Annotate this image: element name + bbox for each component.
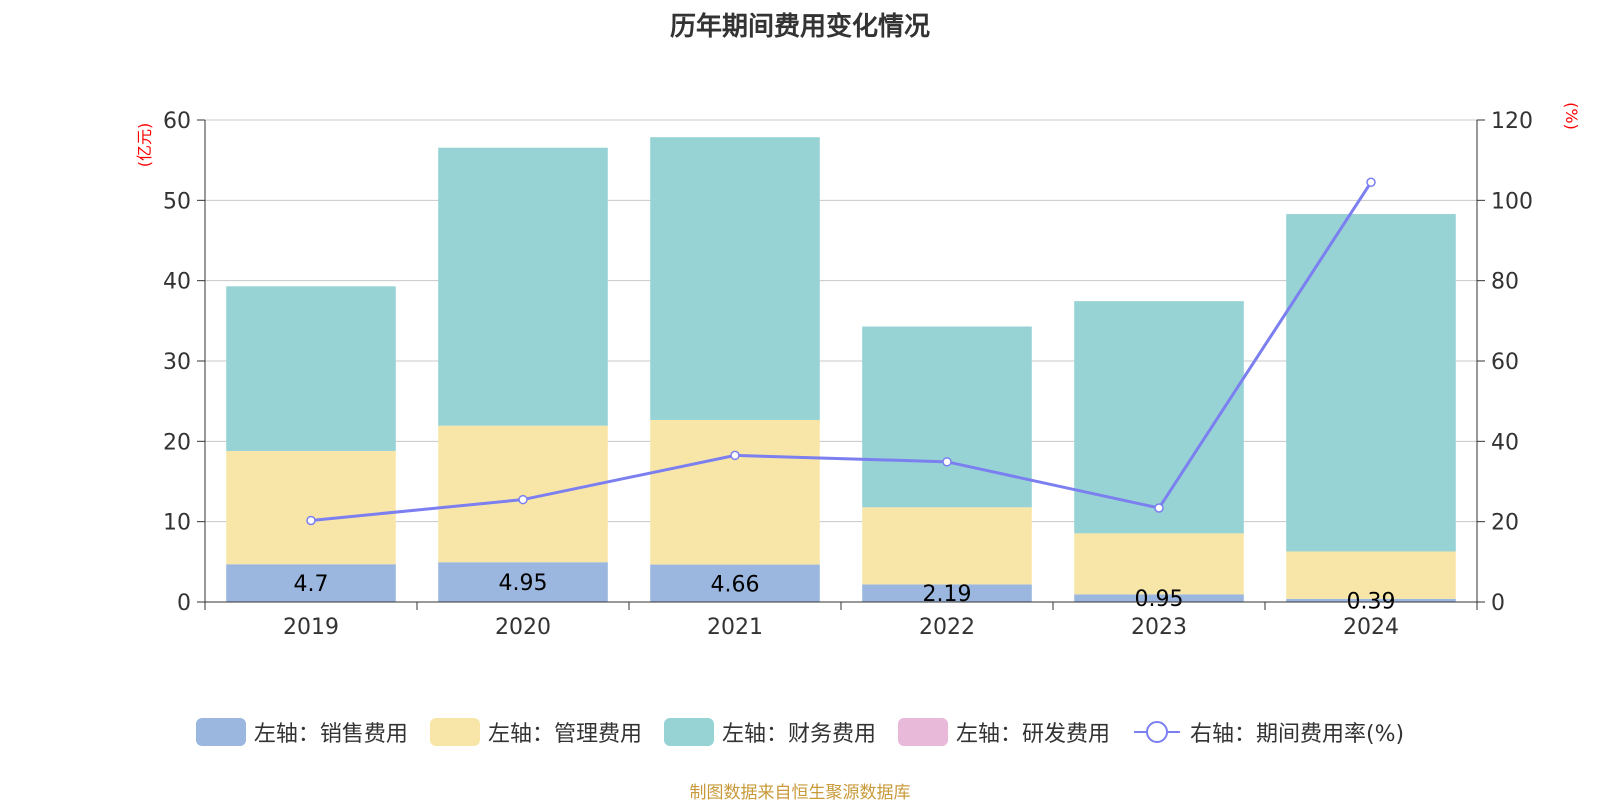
x-axis-tick-label: 2019 — [283, 615, 339, 640]
legend-label-finance: 左轴：财务费用 — [721, 722, 876, 747]
right-axis-tick-label: 20 — [1491, 511, 1519, 536]
right-axis-tick-label: 0 — [1491, 591, 1505, 616]
left-axis-tick-label: 30 — [163, 350, 191, 375]
rate-point — [1366, 177, 1376, 188]
bar-data-label: 4.66 — [711, 572, 760, 597]
rate-point — [306, 515, 316, 526]
left-axis-tick-label: 40 — [163, 270, 191, 295]
legend-label-admin: 左轴：管理费用 — [487, 722, 642, 747]
bar-data-label: 2.19 — [923, 582, 972, 607]
axis-layer: 0 10 20 30 40 50 60 0 20 40 60 80 100 120 2019 2020 2021… — [163, 109, 1533, 640]
bar-segment — [862, 507, 1032, 585]
rate-point — [1154, 503, 1164, 513]
legend-label-rnd: 左轴：研发费用 — [955, 722, 1110, 747]
x-axis-tick-label: 2024 — [1343, 615, 1399, 640]
rate-point — [730, 450, 740, 461]
rate-line — [310, 181, 1373, 522]
bar-layer — [226, 137, 1456, 602]
bar-segment — [650, 137, 820, 420]
chart-area: 4.7 4.95 4.66 2.19 0.95 0.39 0102030405060020… — [135, 102, 1581, 640]
right-axis-unit: (%) — [1562, 102, 1581, 130]
x-axis-tick-label: 2023 — [1131, 615, 1187, 640]
bar-segment — [438, 425, 608, 563]
right-axis-tick-label: 80 — [1491, 270, 1519, 295]
bar-data-label: 4.7 — [294, 572, 329, 597]
right-axis-tick-label: 100 — [1491, 189, 1533, 214]
bar-segment — [1286, 551, 1456, 599]
bar-segment — [226, 286, 396, 451]
x-axis-tick-label: 2021 — [707, 615, 763, 640]
left-axis-tick-label: 0 — [177, 591, 191, 616]
legend-swatch-admin — [429, 718, 480, 746]
bar-segment — [650, 419, 820, 565]
bar-segment — [226, 450, 396, 565]
left-axis-tick-label: 60 — [163, 109, 191, 134]
bar-segment — [1074, 594, 1244, 602]
bar-segment — [438, 562, 608, 602]
rate-point — [942, 457, 952, 467]
left-axis-tick-label: 20 — [163, 430, 191, 455]
legend-swatch-sales — [195, 718, 246, 746]
left-axis-unit: (亿元) — [135, 123, 154, 168]
bar-segment — [862, 584, 1032, 602]
legend-item-rate[interactable]: 右轴：期间费用率(%) — [1132, 716, 1404, 748]
legend-swatch-finance — [663, 718, 714, 746]
bar-data-label: 0.95 — [1135, 587, 1184, 612]
right-axis-tick-label: 60 — [1491, 350, 1519, 375]
bar-data-label: 4.95 — [499, 571, 548, 596]
bar-segment — [862, 326, 1032, 508]
legend-item-rnd[interactable]: 左轴：研发费用 — [897, 716, 1110, 748]
bar-segment — [438, 147, 608, 426]
bar-segment — [650, 564, 820, 602]
legend-label-sales: 左轴：销售费用 — [253, 722, 408, 747]
chart-title: 历年期间费用变化情况 — [669, 12, 930, 42]
x-axis-tick-label: 2020 — [495, 615, 551, 640]
right-axis-tick-label: 120 — [1491, 109, 1533, 134]
x-axis-tick-label: 2022 — [919, 615, 975, 640]
legend-item-finance[interactable]: 左轴：财务费用 — [663, 716, 876, 748]
rate-point — [518, 494, 528, 505]
left-axis-tick-label: 10 — [163, 511, 191, 536]
bar-segment — [1286, 214, 1456, 552]
legend-line-circle-icon — [1133, 721, 1180, 743]
legend: 左轴：销售费用 左轴：管理费用 左轴：财务费用 左轴：研发费用 右轴：期间费用率… — [0, 716, 1600, 748]
bar-segment — [226, 564, 396, 602]
legend-label-rate: 右轴：期间费用率(%) — [1189, 722, 1405, 747]
legend-item-sales[interactable]: 左轴：销售费用 — [195, 716, 408, 748]
data-source-note: 制图数据来自恒生聚源数据库 — [689, 783, 911, 803]
rate-line-layer — [306, 177, 1376, 526]
left-axis-tick-label: 50 — [163, 189, 191, 214]
legend-item-admin[interactable]: 左轴：管理费用 — [429, 716, 642, 748]
bar-segment — [1074, 533, 1244, 595]
bar-segment — [1286, 598, 1456, 602]
right-axis-tick-label: 40 — [1491, 430, 1519, 455]
legend-swatch-rnd — [897, 718, 948, 746]
